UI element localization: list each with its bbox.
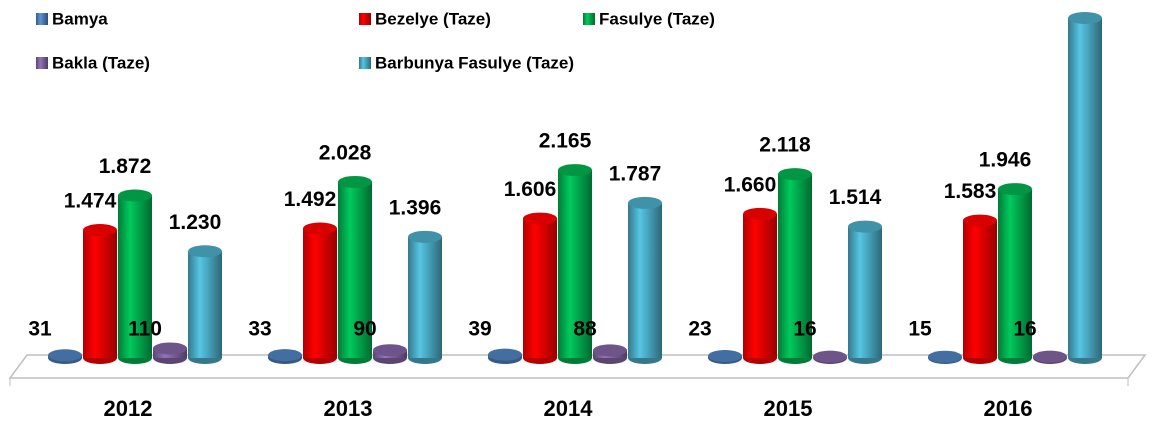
bar [118, 195, 152, 358]
legend-swatch [36, 57, 48, 69]
data-label: 1.492 [284, 188, 337, 211]
data-label: 1.606 [504, 178, 557, 201]
bar-cap [708, 350, 742, 363]
bar-cap [48, 349, 82, 362]
data-label: 2.028 [319, 142, 372, 165]
data-label: 1.787 [609, 162, 662, 185]
legend-swatch [583, 13, 595, 25]
bar-cap [813, 350, 847, 363]
x-tick-label: 2012 [104, 396, 153, 421]
x-tick-label: 2015 [764, 396, 813, 421]
bar-cap [408, 230, 442, 243]
bar-cap [1068, 12, 1102, 25]
bar [523, 218, 557, 358]
bar-cap [268, 349, 302, 362]
data-label: 33 [248, 318, 271, 341]
data-label: 1.946 [979, 149, 1032, 172]
bar [628, 202, 662, 358]
x-tick-label: 2013 [324, 396, 373, 421]
data-label: 2.165 [539, 130, 592, 153]
bar-cap [848, 220, 882, 233]
bar [848, 226, 882, 358]
bar [558, 170, 592, 358]
bar-cap [778, 168, 812, 181]
bar [303, 228, 337, 358]
bar [963, 220, 997, 358]
data-label: 1.583 [944, 180, 997, 203]
data-label: 1.872 [99, 155, 152, 178]
data-label: 1.474 [64, 190, 117, 213]
x-tick-label: 2016 [984, 396, 1033, 421]
bar-cap [303, 222, 337, 235]
legend-label: Bezelye (Taze) [375, 9, 491, 28]
legend-label: Bamya [52, 9, 108, 28]
legend-label: Fasulye (Taze) [599, 9, 715, 28]
bar-cap [928, 350, 962, 363]
bar-cap [1033, 350, 1067, 363]
data-label: 88 [573, 318, 597, 341]
bar-cap [153, 342, 187, 355]
data-label: 39 [468, 318, 491, 341]
data-label: 16 [793, 318, 816, 341]
legend-label: Barbunya Fasulye (Taze) [375, 53, 574, 72]
legend-swatch [359, 13, 371, 25]
bar-cap [118, 189, 152, 202]
bar-cap [373, 344, 407, 357]
bar-cap [963, 214, 997, 227]
bar-cap [488, 348, 522, 361]
data-label: 16 [1013, 318, 1036, 341]
bar [408, 236, 442, 358]
data-label: 90 [353, 318, 376, 341]
data-label: 15 [908, 318, 932, 341]
data-label: 1.514 [829, 186, 882, 209]
bar [743, 213, 777, 358]
bar-cap [998, 183, 1032, 196]
data-label: 31 [28, 318, 52, 341]
bar-cap [523, 212, 557, 225]
legend-swatch [359, 57, 371, 69]
bar-cap [188, 245, 222, 258]
bar [778, 174, 812, 358]
data-label: 1.396 [389, 196, 442, 219]
bar-cap [338, 175, 372, 188]
legend-label: Bakla (Taze) [52, 53, 150, 72]
data-label: 110 [128, 318, 162, 341]
data-label: 1.660 [724, 173, 777, 196]
bar-cap [83, 224, 117, 237]
bar [83, 230, 117, 358]
bar [1068, 18, 1102, 359]
bar-cap [628, 196, 662, 209]
bar [338, 181, 372, 358]
data-label: 23 [688, 318, 711, 341]
bar-cap [593, 344, 627, 357]
bar-cap [558, 164, 592, 177]
bar-cap [743, 207, 777, 220]
x-tick-label: 2014 [544, 396, 594, 421]
data-label: 1.230 [169, 211, 222, 234]
bar [998, 189, 1032, 358]
data-label: 2.118 [759, 134, 811, 157]
legend-swatch [36, 13, 48, 25]
bar [188, 251, 222, 358]
